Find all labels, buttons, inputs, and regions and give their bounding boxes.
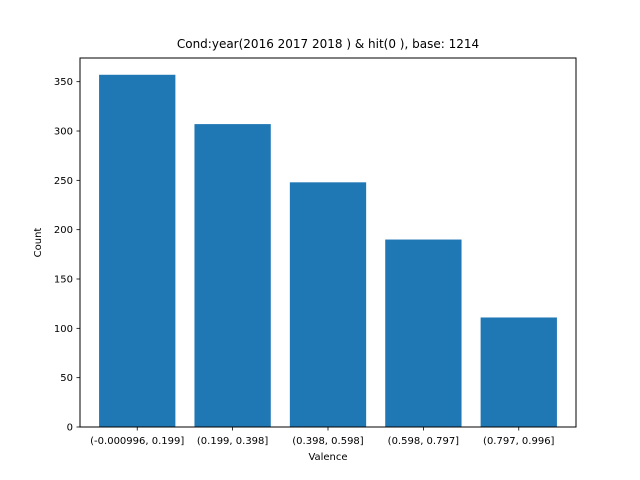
x-tick-label: (-0.000996, 0.199] [90, 436, 184, 447]
y-tick-label: 100 [54, 324, 73, 335]
y-tick-label: 350 [54, 77, 73, 88]
x-tick-label: (0.598, 0.797] [388, 436, 460, 447]
bar-3 [289, 182, 367, 427]
x-axis-ticks: (-0.000996, 0.199] (0.199, 0.398] (0.398, … [90, 427, 555, 447]
y-tick-label: 200 [54, 225, 73, 236]
y-tick-label: 50 [60, 373, 73, 384]
x-axis-label: Valence [308, 452, 347, 463]
bar-4 [385, 239, 462, 427]
x-tick-label: (0.199, 0.398] [197, 436, 269, 447]
bars-group [99, 74, 557, 427]
y-tick-label: 0 [67, 423, 73, 434]
bar-2 [194, 124, 271, 427]
bar-5 [480, 317, 557, 427]
y-tick-label: 250 [54, 176, 73, 187]
y-axis-label: Count [33, 228, 44, 258]
y-axis-ticks: 0 50 100 150 200 250 300 350 [54, 77, 80, 434]
bar-1 [99, 74, 176, 427]
x-tick-label: (0.398, 0.598] [292, 436, 364, 447]
chart-title: Cond:year(2016 2017 2018 ) & hit(0 ), ba… [177, 37, 479, 51]
x-tick-label: (0.797, 0.996] [483, 436, 555, 447]
y-tick-label: 300 [54, 127, 73, 138]
y-tick-label: 150 [54, 275, 73, 286]
plot-frame [79, 57, 577, 428]
